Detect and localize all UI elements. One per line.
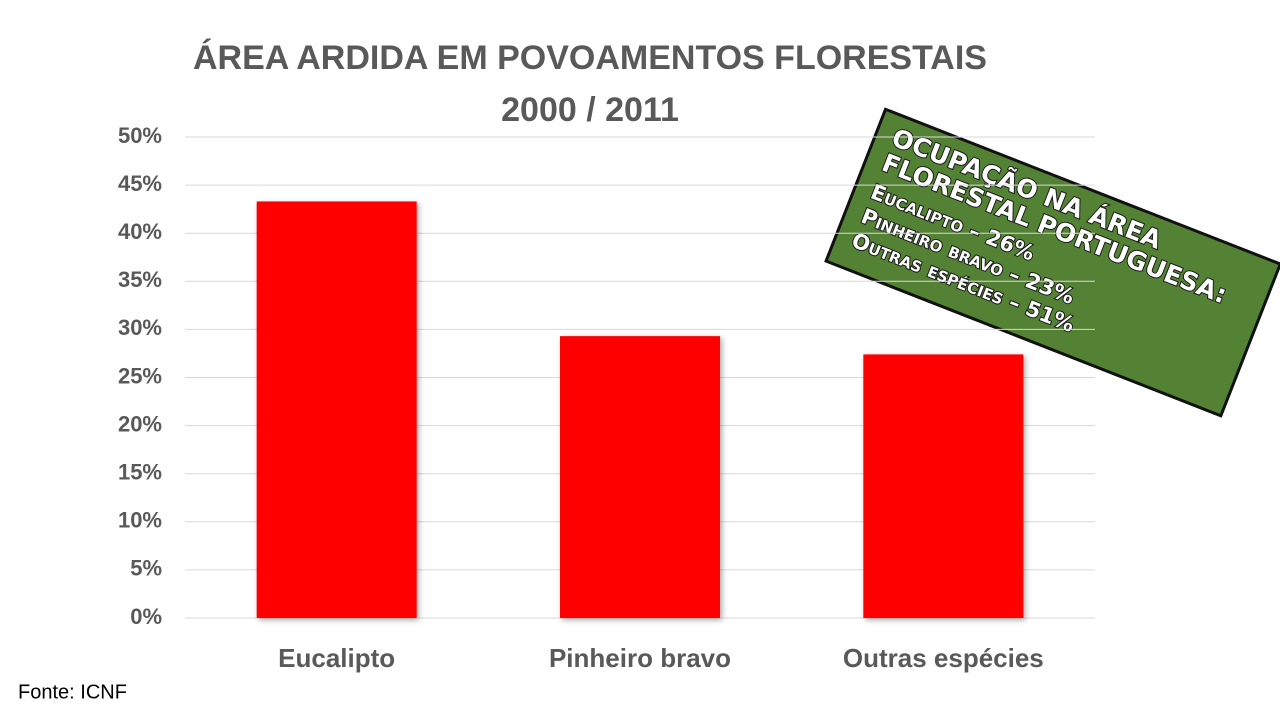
bar xyxy=(560,336,720,618)
y-tick-label: 40% xyxy=(118,219,162,244)
y-tick-label: 35% xyxy=(118,267,162,292)
chart-title: ÁREA ARDIDA EM POVOAMENTOS FLORESTAIS xyxy=(193,39,987,77)
y-tick-label: 25% xyxy=(118,363,162,388)
x-tick-label: Pinheiro bravo xyxy=(549,643,731,673)
y-tick-label: 45% xyxy=(118,171,162,196)
y-tick-label: 5% xyxy=(130,556,162,581)
bar xyxy=(863,354,1024,618)
y-tick-label: 0% xyxy=(130,604,162,629)
x-tick-label: Outras espécies xyxy=(843,643,1044,673)
x-tick-label: Eucalipto xyxy=(278,643,395,673)
y-tick-label: 15% xyxy=(118,460,162,485)
y-tick-label: 10% xyxy=(118,508,162,533)
chart-subtitle: 2000 / 2011 xyxy=(501,91,679,129)
y-tick-label: 20% xyxy=(118,411,162,436)
y-tick-label: 50% xyxy=(118,123,162,148)
bar xyxy=(256,201,417,619)
source: Fonte: ICNF xyxy=(18,681,127,703)
y-tick-label: 30% xyxy=(118,315,162,340)
